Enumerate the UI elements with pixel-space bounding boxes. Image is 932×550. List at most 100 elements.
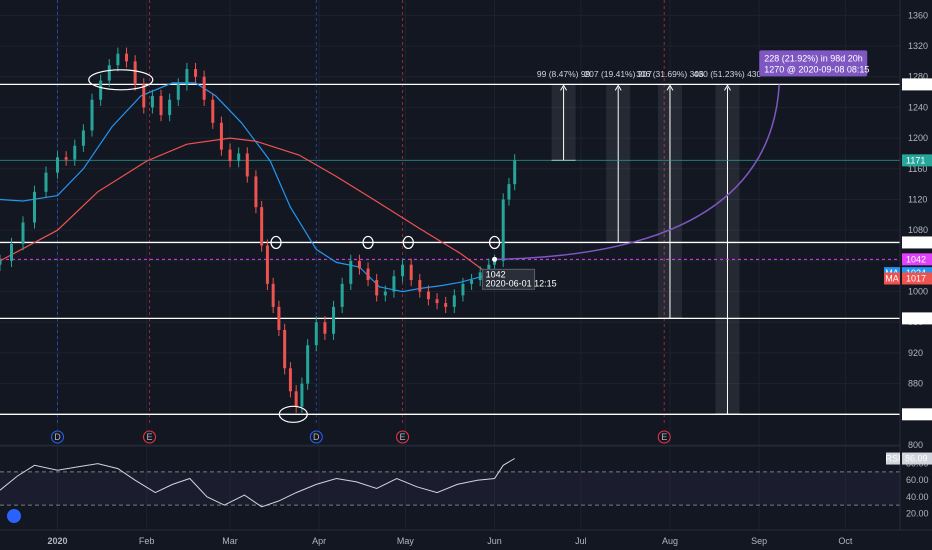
projection-sublabel: 1270 @ 2020-09-08 08:15 bbox=[764, 64, 869, 74]
candle-body bbox=[219, 122, 223, 150]
highlight-circle bbox=[278, 405, 308, 423]
tradingview-logo[interactable] bbox=[7, 509, 21, 523]
candle-body bbox=[260, 207, 264, 246]
price-tag-label: 1270 bbox=[906, 79, 926, 89]
candle-body bbox=[340, 283, 344, 307]
price-axis[interactable]: 8008408809209601000104010801120116012001… bbox=[884, 0, 932, 530]
candle-body bbox=[332, 306, 336, 334]
candle-body bbox=[90, 99, 94, 131]
candle-body bbox=[10, 243, 14, 261]
candle-body bbox=[507, 184, 511, 200]
candle-body bbox=[470, 280, 474, 284]
price-tag bbox=[902, 154, 932, 167]
projection-label: 228 (21.92%) in 98d 20h bbox=[764, 53, 863, 63]
candle-body bbox=[56, 157, 60, 173]
price-tag-label: 840 bbox=[906, 409, 921, 419]
candle-body bbox=[44, 172, 48, 192]
candle-body bbox=[254, 176, 258, 208]
measure-label: 207 (19.41%) 207 bbox=[584, 69, 652, 79]
ma-line bbox=[0, 82, 495, 293]
candle-body bbox=[294, 391, 298, 407]
time-tick-label: Mar bbox=[222, 536, 238, 546]
candle-body bbox=[133, 61, 137, 85]
candle-body bbox=[501, 199, 505, 261]
dividend-marker-label: D bbox=[313, 432, 320, 442]
candle-body bbox=[513, 160, 517, 185]
price-tick-label: 1320 bbox=[908, 41, 928, 51]
earnings-marker[interactable] bbox=[396, 430, 410, 444]
price-tick-label: 1240 bbox=[908, 102, 928, 112]
candle-body bbox=[202, 76, 206, 100]
candle-body bbox=[21, 222, 25, 244]
candle-body bbox=[349, 260, 353, 284]
candle-body bbox=[444, 303, 448, 307]
candle-body bbox=[383, 291, 387, 296]
candle-body bbox=[194, 69, 198, 77]
rsi-pane[interactable] bbox=[0, 445, 932, 530]
candle-body bbox=[116, 53, 120, 66]
candle-body bbox=[228, 149, 232, 162]
candle-body bbox=[125, 53, 129, 62]
measure-arrowhead bbox=[724, 84, 731, 91]
candle-body bbox=[0, 260, 2, 265]
highlight-circle bbox=[88, 69, 154, 91]
price-tick-label: 1160 bbox=[908, 164, 927, 174]
time-tick-label: Oct bbox=[838, 536, 853, 546]
candle-body bbox=[375, 280, 379, 296]
price-tag bbox=[902, 78, 932, 91]
time-tick-label: 2020 bbox=[47, 536, 67, 546]
time-tick-label: Feb bbox=[139, 536, 155, 546]
candle-body bbox=[493, 260, 497, 265]
candle-body bbox=[33, 191, 37, 223]
ma-tag bbox=[884, 272, 900, 285]
price-tick-label: 1080 bbox=[908, 225, 928, 235]
dividend-marker[interactable] bbox=[51, 430, 65, 444]
time-axis[interactable]: 2020 Feb Mar Apr May Jun Jul Aug Sep Oct bbox=[0, 529, 932, 550]
price-tick-label: 1360 bbox=[908, 10, 928, 20]
crosshair-tooltip bbox=[482, 268, 536, 290]
rsi-line bbox=[0, 458, 515, 508]
time-tick-label: Jun bbox=[487, 536, 502, 546]
rsi-band bbox=[0, 471, 900, 506]
time-axis-bg bbox=[0, 530, 932, 550]
candle-body bbox=[314, 322, 318, 346]
rsi-tag-prefix: RSI bbox=[885, 454, 900, 464]
candle-body bbox=[211, 99, 215, 123]
price-tag bbox=[902, 272, 932, 285]
price-tag-label: 1171 bbox=[906, 155, 925, 165]
price-tick-label: 1000 bbox=[908, 287, 928, 297]
dividend-marker[interactable] bbox=[309, 430, 323, 444]
time-tick-label: Aug bbox=[662, 536, 678, 546]
price-tick-label: 920 bbox=[908, 348, 923, 358]
candle-body bbox=[81, 130, 85, 146]
candle-body bbox=[418, 280, 422, 292]
measure-label: 430 (51.23%) 430 bbox=[694, 69, 762, 79]
earnings-marker[interactable] bbox=[143, 430, 157, 444]
candle-body bbox=[300, 383, 304, 407]
time-tick-label: Apr bbox=[312, 536, 326, 546]
price-tag bbox=[902, 408, 932, 421]
earnings-marker[interactable] bbox=[657, 430, 671, 444]
rsi-tick-label: 60.00 bbox=[906, 475, 929, 485]
projection-curve[interactable] bbox=[494, 84, 780, 261]
dividend-marker-label: D bbox=[54, 432, 61, 442]
candle-body bbox=[107, 65, 111, 81]
crosshair-point bbox=[492, 256, 498, 262]
rsi-tick-label: 20.00 bbox=[906, 508, 929, 518]
price-tick-label: 880 bbox=[908, 379, 923, 389]
candle-body bbox=[99, 80, 103, 100]
candle-body bbox=[487, 264, 491, 273]
earnings-marker-label: E bbox=[661, 432, 667, 442]
measure-arrowhead bbox=[666, 84, 674, 91]
candle-body bbox=[461, 283, 465, 296]
measure-arrowhead bbox=[614, 84, 622, 91]
highlight-circle bbox=[270, 235, 282, 250]
ma-line bbox=[0, 137, 495, 279]
rsi-tag-box bbox=[902, 452, 932, 465]
price-tag-label: 1064 bbox=[906, 237, 926, 247]
candle-body bbox=[185, 69, 189, 85]
earnings-marker-label: E bbox=[400, 432, 406, 442]
